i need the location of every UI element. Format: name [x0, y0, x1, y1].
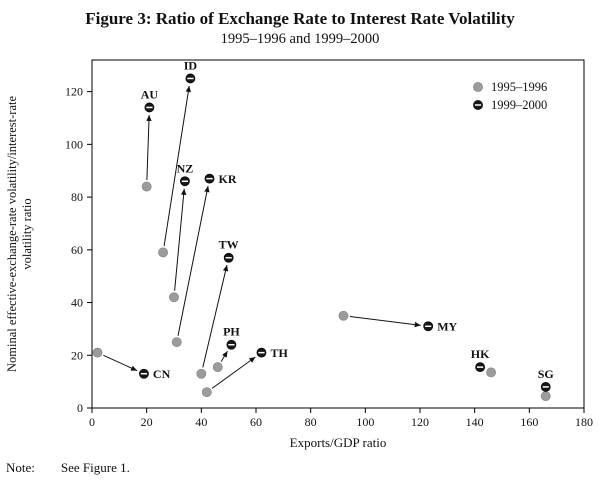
y-tick-label: 100 — [65, 137, 83, 151]
x-tick-label: 140 — [466, 415, 484, 429]
point-MY-1995 — [338, 310, 349, 321]
arrow-KR — [177, 185, 209, 336]
x-tick-label: 60 — [250, 415, 262, 429]
arrow-TW-head — [222, 265, 229, 272]
x-tick-label: 160 — [520, 415, 538, 429]
label-KR: KR — [219, 172, 237, 186]
arrow-AU-head — [146, 114, 152, 122]
x-tick-label: 120 — [411, 415, 429, 429]
y-tick-label: 20 — [71, 348, 83, 362]
arrow-ID-head — [185, 85, 191, 93]
point-KR-1995 — [171, 337, 182, 347]
arrow-AU — [146, 114, 150, 181]
point-ID-1995 — [158, 247, 168, 258]
point-CN-1995 — [92, 347, 103, 358]
point-NZ-1995 — [169, 292, 179, 303]
scatter-plot: 0 20 40 60 80 100 120 140 160 180 0 20 40 60 80 100 120 E… — [5, 58, 593, 450]
arrow-TH-head — [248, 357, 256, 363]
x-tick-label: 100 — [356, 415, 374, 429]
label-SG: SG — [538, 367, 554, 381]
figure-title: Figure 3: Ratio of Exchange Rate to Inte… — [85, 9, 515, 28]
point-HK-1995 — [486, 367, 496, 378]
arrow-MY — [349, 316, 421, 326]
arrow-TW — [202, 264, 228, 368]
x-tick-label: 180 — [575, 415, 593, 429]
point-TH-1995 — [201, 387, 212, 398]
legend-label-1: 1999–2000 — [491, 98, 547, 112]
legend-marker-0 — [473, 82, 483, 92]
label-HK: HK — [471, 347, 490, 361]
y-axis-label-line2: volatility ratio — [20, 198, 34, 269]
label-ID: ID — [184, 58, 198, 72]
label-MY: MY — [437, 319, 457, 333]
arrow-NZ — [174, 188, 185, 291]
arrow-CN — [103, 354, 138, 372]
x-tick-label: 40 — [195, 415, 207, 429]
label-TH: TH — [270, 346, 288, 360]
y-tick-label: 40 — [71, 296, 83, 310]
y-tick-label: 60 — [71, 243, 83, 257]
point-AU-1995 — [141, 181, 152, 192]
arrow-MY-head — [414, 321, 421, 328]
y-tick-label: 120 — [65, 85, 83, 99]
x-axis-label: Exports/GDP ratio — [290, 435, 387, 450]
label-AU: AU — [141, 87, 159, 101]
plot-frame — [91, 59, 585, 409]
x-tick-label: 20 — [141, 415, 153, 429]
arrow-KR-head — [204, 185, 210, 193]
label-CN: CN — [153, 367, 171, 381]
point-TW-1995 — [196, 368, 207, 379]
label-NZ: NZ — [177, 161, 194, 175]
arrow-NZ-head — [180, 188, 187, 195]
x-tick-label: 0 — [89, 415, 95, 429]
legend-label-0: 1995–1996 — [491, 80, 547, 94]
point-SG-1995 — [540, 391, 551, 402]
y-tick-label: 0 — [77, 401, 83, 415]
arrow-CN-head — [130, 365, 138, 371]
arrow-PH-head — [222, 351, 228, 358]
label-TW: TW — [219, 238, 239, 252]
y-tick-label: 80 — [71, 190, 83, 204]
point-PH-1995 — [212, 362, 223, 373]
note-label: Note: — [6, 460, 35, 475]
x-tick-label: 80 — [305, 415, 317, 429]
arrow-ID — [163, 85, 190, 247]
figure-subtitle: 1995–1996 and 1999–2000 — [220, 31, 380, 47]
note-text: See Figure 1. — [60, 460, 130, 475]
label-PH: PH — [223, 325, 240, 339]
y-axis-label-line1: Nominal effective-exchange-rate volatili… — [5, 96, 19, 372]
figure-note: Note: See Figure 1. — [6, 460, 600, 476]
arrow-TH — [211, 356, 256, 389]
